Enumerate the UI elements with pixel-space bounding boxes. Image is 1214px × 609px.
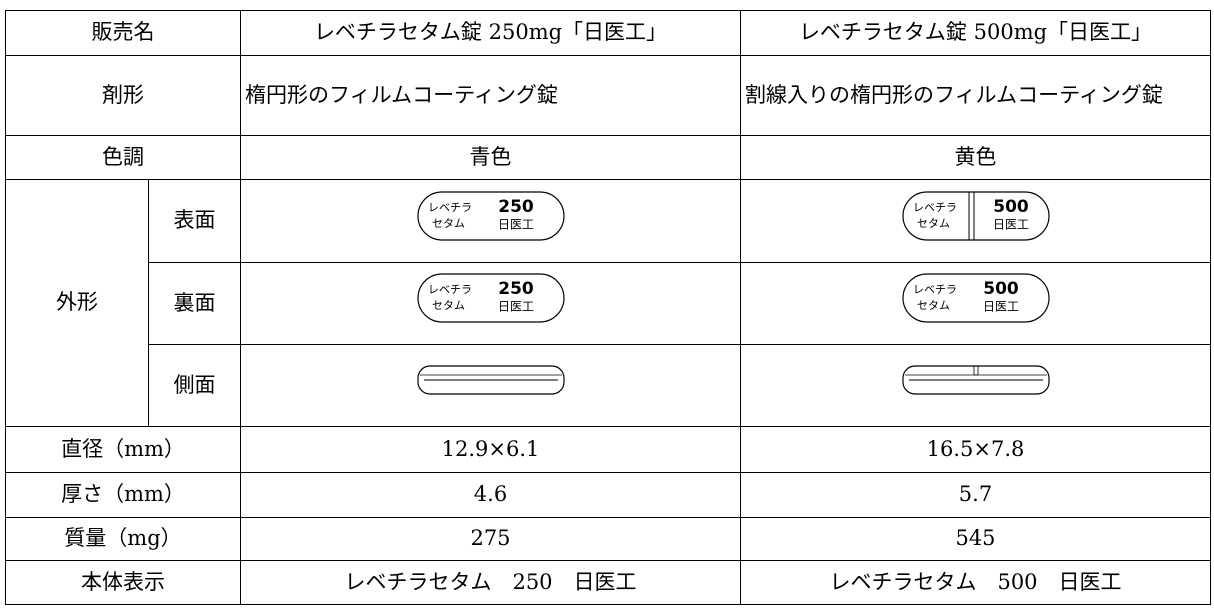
tablet-table: 販売名 レベチラセタム錠 250mg「日医工」 レベチラセタム錠 500mg「日医工… xyxy=(5,10,1211,605)
row-cell: 割線入りの楕円形のフィルムコーティング錠 xyxy=(740,55,1211,136)
row-cell: 12.9×6.1 xyxy=(240,426,741,473)
tablet-side xyxy=(901,365,1050,395)
score-line xyxy=(973,365,978,376)
table-row: 裏面 レベチラ セタム 250 日医工 レベチラ セタム 500 日医工 xyxy=(6,262,1211,345)
tablet-outline xyxy=(416,191,565,241)
row-label: 質量（mg） xyxy=(5,517,241,561)
image-cell xyxy=(740,344,1211,427)
tablet-strength: 500 xyxy=(993,197,1029,217)
row-cell: レベチラセタム 250 日医工 xyxy=(240,560,741,605)
tablet-maker: 日医工 xyxy=(497,217,533,231)
image-cell: レベチラセタム 500 日医工 xyxy=(740,179,1211,263)
row-label: 剤形 xyxy=(5,55,241,136)
row-cell: 275 xyxy=(240,517,741,561)
image-cell: レベチラセタム 250 日医工 xyxy=(240,179,741,263)
header-cell: 販売名 xyxy=(5,10,241,56)
tablet-outline xyxy=(901,191,1050,241)
image-cell xyxy=(240,344,741,427)
face-label: 側面 xyxy=(148,344,241,427)
score-line xyxy=(968,191,974,241)
tablet-text: セタム xyxy=(917,299,950,312)
tablet-maker: 日医工 xyxy=(497,300,533,314)
row-label: 厚さ（mm） xyxy=(5,472,241,518)
row-label: 色調 xyxy=(5,135,241,180)
row-cell: 黄色 xyxy=(740,135,1211,180)
face-label: 裏面 xyxy=(148,262,241,345)
tablet-text: レベチラ xyxy=(428,201,472,214)
table-row: 厚さ（mm） 4.6 5.7 xyxy=(5,472,1211,518)
image-cell: レベチラセタム 500 日医工 xyxy=(740,262,1211,345)
tablet-outline xyxy=(901,273,1050,323)
table-row: 本体表示 レベチラセタム 250 日医工 レベチラセタム 500 日医工 xyxy=(5,560,1211,605)
row-cell: レベチラセタム 500 日医工 xyxy=(740,560,1211,605)
tablet-text: レベチラ xyxy=(428,283,472,296)
tablet-side xyxy=(416,365,565,395)
tablet-outline xyxy=(416,273,565,323)
group-label: 外形 xyxy=(5,179,149,427)
image-cell: レベチラセタム 250 日医工 xyxy=(240,262,741,345)
table-row: 販売名 レベチラセタム錠 250mg「日医工」 レベチラセタム錠 500mg「日医工… xyxy=(5,10,1211,56)
face-label: 表面 xyxy=(148,179,241,263)
row-cell: 16.5×7.8 xyxy=(740,426,1211,473)
table-row: 外形 表面 レベチラ セタム 250 日医工 レベチラ セタム 500 日医工 xyxy=(5,179,1211,427)
row-cell: 545 xyxy=(740,517,1211,561)
row-cell: 楕円形のフィルムコーティング錠 xyxy=(240,55,741,136)
tablet-maker: 日医工 xyxy=(992,217,1028,231)
table-row: 剤形 楕円形のフィルムコーティング錠 割線入りの楕円形のフィルムコーティング錠 xyxy=(5,55,1211,136)
row-label: 本体表示 xyxy=(5,560,241,605)
header-cell: レベチラセタム錠 500mg「日医工」 xyxy=(740,10,1211,56)
tablet-text: セタム xyxy=(432,217,465,230)
header-cell: レベチラセタム錠 250mg「日医工」 xyxy=(240,10,741,56)
tablet-strength: 250 xyxy=(498,197,534,217)
tablet-text: レベチラ xyxy=(913,201,957,214)
tablet-strength: 250 xyxy=(498,279,534,299)
table-row: 側面 xyxy=(6,344,1211,427)
row-label: 直径（mm） xyxy=(5,426,241,473)
tablet-text: セタム xyxy=(917,217,950,230)
table-row: 色調 青色 黄色 xyxy=(5,135,1211,180)
table-row: 質量（mg） 275 545 xyxy=(5,517,1211,561)
tablet-text: レベチラ xyxy=(913,283,957,296)
tablet-strength: 500 xyxy=(983,279,1019,299)
row-cell: 5.7 xyxy=(740,472,1211,518)
tablet-maker: 日医工 xyxy=(982,300,1018,314)
row-cell: 4.6 xyxy=(240,472,741,518)
tablet-text: セタム xyxy=(432,299,465,312)
row-cell: 青色 xyxy=(240,135,741,180)
table-row: 直径（mm） 12.9×6.1 16.5×7.8 xyxy=(5,426,1211,473)
